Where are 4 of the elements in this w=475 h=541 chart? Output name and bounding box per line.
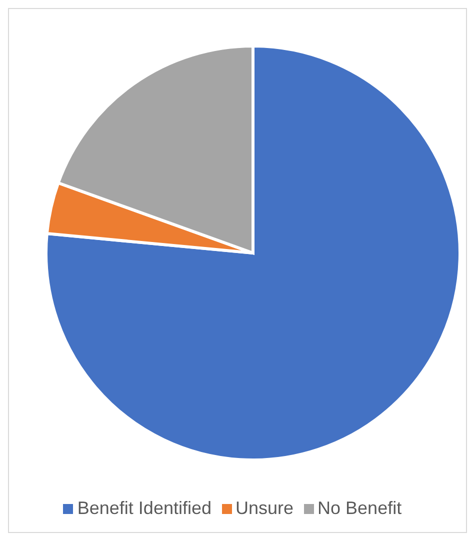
legend-label: No Benefit — [318, 498, 402, 518]
legend-label: Unsure — [236, 498, 294, 518]
legend-label: Benefit Identified — [77, 498, 212, 518]
pie-slice — [44, 44, 462, 462]
